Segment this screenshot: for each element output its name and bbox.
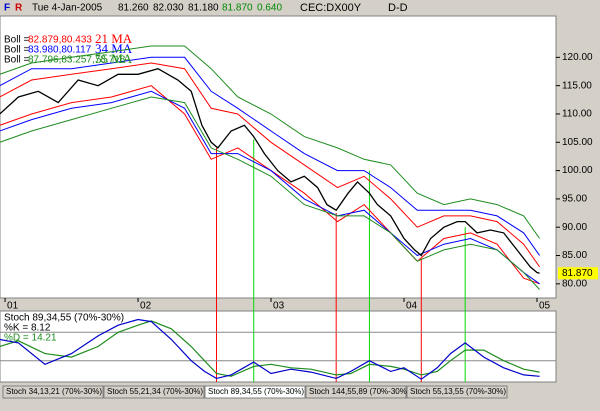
stoch-k-label: %K = 8.12 <box>4 323 51 334</box>
tab-label[interactable]: Stoch 89,34,55 (70%-30%) <box>208 387 304 396</box>
band-lower <box>0 85 540 285</box>
band-upper <box>0 62 541 268</box>
x-tick-label: 03 <box>273 301 285 312</box>
band-upper <box>0 56 541 256</box>
high: 82.030 <box>153 3 184 14</box>
y-tick-label: 115.00 <box>562 80 592 91</box>
y-tick-label: 100.00 <box>562 165 593 176</box>
x-tick-label: 05 <box>539 301 551 312</box>
legend-values: 83.980,80.117 <box>28 45 92 56</box>
open: 81.260 <box>118 3 149 14</box>
legend-values: 87.796,83.257,78.718 <box>28 55 126 66</box>
tab-label[interactable]: Stoch 55,13,55 (70%-30%) <box>410 387 506 396</box>
y-tick-label: 95.00 <box>562 194 587 205</box>
legend-label: Boll = <box>4 35 29 46</box>
x-tick-label: 02 <box>140 301 152 312</box>
tab-label[interactable]: Stoch 144,55,89 (70%-30%) <box>309 387 410 396</box>
date: Tue 4-Jan-2005 <box>32 3 103 14</box>
y-tick-label: 90.00 <box>562 222 587 233</box>
stoch-d <box>0 320 540 377</box>
tab-label[interactable]: Stoch 55,21,34 (70%-30%) <box>107 387 203 396</box>
band-upper <box>0 45 541 239</box>
y-tick-label: 85.00 <box>562 250 587 261</box>
band-lower <box>0 96 540 290</box>
legend-values: 82.879,80.433 <box>28 35 92 46</box>
stoch-d-label: %D = 14.21 <box>4 333 57 344</box>
legend-label: Boll = <box>4 55 29 66</box>
x-tick-label: 04 <box>406 301 418 312</box>
tab[interactable] <box>103 385 205 399</box>
r-button[interactable]: R <box>15 3 23 14</box>
x-tick-label: 01 <box>7 301 19 312</box>
period: D-D <box>388 2 408 14</box>
f-button[interactable]: F <box>4 3 10 14</box>
last-price-box <box>558 267 598 280</box>
band-lower <box>0 90 540 285</box>
legend-ma: 21 MA <box>95 31 133 46</box>
change: 0.640 <box>257 3 282 14</box>
y-tick-label: 120.00 <box>562 52 593 63</box>
tab[interactable] <box>305 385 407 399</box>
tab[interactable] <box>406 385 508 399</box>
tab[interactable] <box>2 385 104 399</box>
symbol: CEC:DX00Y <box>300 2 362 14</box>
y-tick-label: 80.00 <box>562 278 587 289</box>
low: 81.180 <box>188 3 219 14</box>
price-pane <box>0 15 557 299</box>
close: 81.870 <box>222 3 253 14</box>
y-tick-label: 110.00 <box>562 109 592 120</box>
last-price-label: 81.870 <box>562 268 593 279</box>
legend-ma: 55 MA <box>95 51 133 66</box>
stoch-title: Stoch 89,34,55 (70%-30%) <box>4 313 124 324</box>
tab[interactable] <box>204 385 306 399</box>
tab-label[interactable]: Stoch 34,13,21 (70%-30%) <box>6 387 102 396</box>
stoch-pane <box>0 310 557 383</box>
price-line <box>0 68 540 274</box>
stoch-k <box>0 318 540 380</box>
y-tick-label: 105.00 <box>562 137 593 148</box>
legend-label: Boll = <box>4 45 29 56</box>
